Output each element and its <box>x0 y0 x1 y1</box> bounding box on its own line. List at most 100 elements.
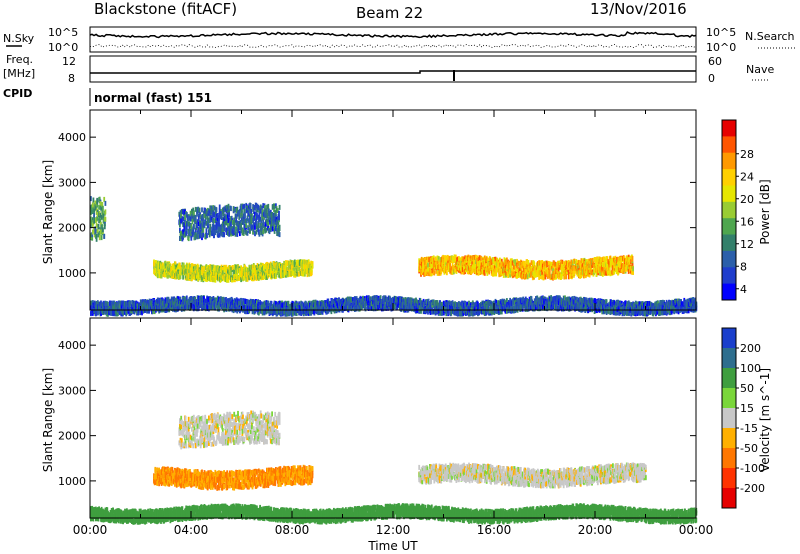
heatmap-cell <box>263 211 265 217</box>
heatmap-cell <box>480 255 482 261</box>
heatmap-cell <box>504 259 507 265</box>
nave-tick-0: 0 <box>708 72 715 85</box>
heatmap-cell <box>201 207 203 213</box>
heatmap-cell <box>98 231 101 236</box>
heatmap-cell <box>184 221 187 227</box>
heatmap-cell <box>580 273 583 279</box>
heatmap-cell <box>612 270 614 276</box>
heatmap-cell <box>506 262 508 268</box>
heatmap-cell <box>262 222 265 228</box>
heatmap-cell <box>581 263 584 268</box>
heatmap-cell <box>536 266 539 272</box>
heatmap-cell <box>503 257 506 263</box>
heatmap-cell <box>91 209 94 215</box>
heatmap-cell <box>480 265 483 271</box>
heatmap-cell <box>216 271 219 277</box>
heatmap-cell <box>158 273 161 279</box>
heatmap-cell <box>588 272 591 278</box>
heatmap-cell <box>90 196 92 202</box>
heatmap-cell <box>192 207 195 213</box>
heatmap-cell <box>548 268 551 274</box>
heatmap-cell <box>255 202 258 208</box>
heatmap-cell <box>202 232 205 238</box>
heatmap-cell <box>248 308 251 314</box>
heatmap-cell <box>247 211 250 217</box>
heatmap-cell <box>463 264 466 269</box>
heatmap-cell <box>163 264 165 270</box>
heatmap-cell <box>196 273 198 279</box>
heatmap-cell <box>257 275 260 281</box>
heatmap-cell <box>565 274 568 280</box>
heatmap-cell <box>254 224 256 230</box>
heatmap-cell <box>529 262 532 268</box>
heatmap-cell <box>252 209 255 215</box>
heatmap-cell <box>445 261 448 266</box>
heatmap-cell <box>217 299 220 305</box>
heatmap-cell <box>526 259 528 265</box>
heatmap-cell <box>209 223 212 229</box>
heatmap-cell <box>289 303 292 309</box>
heatmap-cell <box>95 236 98 242</box>
heatmap-cell <box>167 273 169 279</box>
heatmap-cell <box>496 267 499 273</box>
heatmap-cell <box>185 268 188 274</box>
heatmap-cell <box>208 296 210 302</box>
heatmap-cell <box>442 254 444 260</box>
heatmap-cell <box>197 215 200 221</box>
heatmap-cell <box>629 255 632 261</box>
heatmap-cell <box>261 226 263 231</box>
heatmap-cell <box>562 261 565 267</box>
heatmap-cell <box>223 232 225 238</box>
heatmap-cell <box>608 262 611 268</box>
heatmap-cell <box>98 196 101 202</box>
heatmap-cell <box>276 231 278 236</box>
heatmap-cell <box>215 213 217 219</box>
heatmap-cell <box>96 215 99 221</box>
heatmap-cell <box>624 266 627 272</box>
heatmap-cell <box>581 268 583 274</box>
heatmap-cell <box>129 300 132 306</box>
heatmap-cell <box>632 266 634 272</box>
heatmap-cell <box>194 266 196 271</box>
heatmap-cell <box>619 265 622 271</box>
heatmap-cell <box>180 212 183 218</box>
heatmap-cell <box>512 259 515 265</box>
heatmap-cell <box>201 224 204 230</box>
heatmap-cell <box>211 226 213 232</box>
heatmap-cell <box>183 222 186 228</box>
heatmap-cell <box>247 267 250 273</box>
heatmap-cell <box>97 232 100 238</box>
heatmap-cell <box>601 271 604 277</box>
heatmap-cell <box>212 264 215 270</box>
heatmap-cell <box>230 206 232 212</box>
heatmap-cell <box>278 300 281 306</box>
station-title: Blackstone (fitACF) <box>94 0 237 18</box>
heatmap-cell <box>244 224 246 230</box>
heatmap-cell <box>249 220 251 225</box>
heatmap-cell <box>199 299 202 305</box>
heatmap-cell <box>492 271 494 277</box>
heatmap-cell <box>530 272 532 278</box>
heatmap-cell <box>556 269 559 275</box>
heatmap-cell <box>155 298 158 304</box>
heatmap-cell <box>432 257 435 263</box>
heatmap-cell <box>579 260 581 266</box>
heatmap-cell <box>239 219 242 225</box>
heatmap-cell <box>104 200 107 206</box>
heatmap-cell <box>527 260 530 265</box>
heatmap-cell <box>434 256 437 262</box>
heatmap-cell <box>215 228 218 233</box>
heatmap-cell <box>489 257 492 263</box>
heatmap-cell <box>273 223 276 229</box>
heatmap-cell <box>179 262 181 268</box>
heatmap-cell <box>273 269 275 274</box>
heatmap-cell <box>189 231 191 237</box>
heatmap-cell <box>424 270 427 276</box>
heatmap-cell <box>469 258 472 264</box>
heatmap-cell <box>99 218 102 224</box>
heatmap-cell <box>233 217 236 223</box>
heatmap-cell <box>259 226 262 232</box>
heatmap-cell <box>535 272 537 278</box>
heatmap-cell <box>156 263 159 269</box>
heatmap-cell <box>209 273 212 279</box>
